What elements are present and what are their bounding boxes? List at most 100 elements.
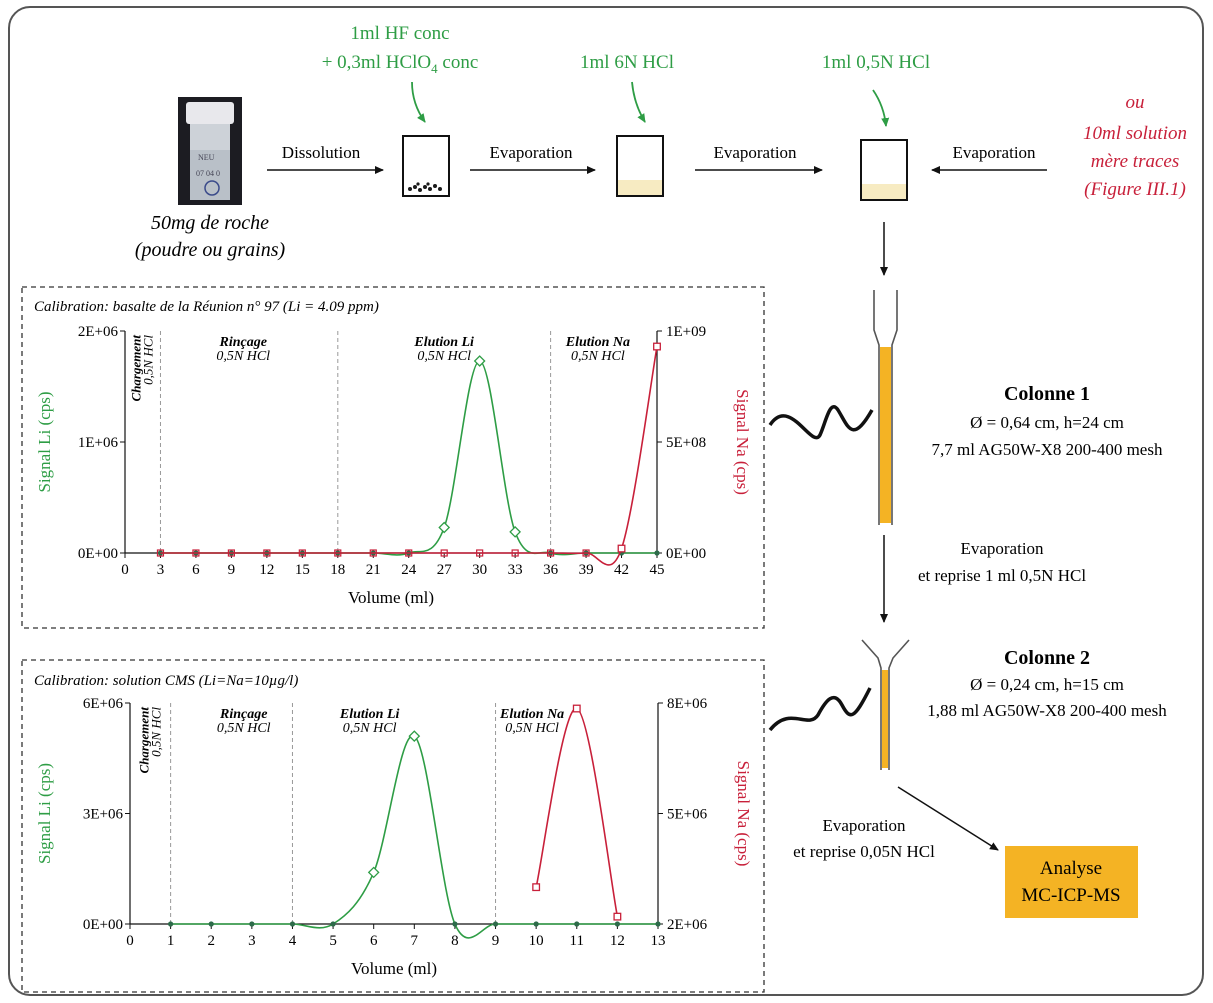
data-point [655, 921, 661, 927]
data-point [227, 549, 235, 557]
figure-frame [8, 6, 1204, 996]
arrow-to-analysis [897, 786, 999, 851]
chart2-panel [21, 659, 765, 993]
after-line1: Evaporation [822, 816, 906, 835]
svg-text:07 04 0: 07 04 0 [196, 169, 220, 178]
data-point [330, 921, 336, 927]
data-point [208, 921, 214, 927]
data-point [452, 921, 458, 927]
chart-title: Calibration: basalte de la Réunion n° 97… [34, 299, 379, 315]
alt-line3: mère traces [1091, 151, 1179, 172]
beaker-1 [402, 135, 450, 197]
x-tick-label: 12 [259, 562, 274, 578]
series-line [535, 707, 619, 917]
x-tick-label: 15 [295, 562, 310, 578]
reagent1-line2: + 0,3ml HClO4 conc [322, 52, 479, 76]
data-point [511, 549, 519, 557]
chart1: Calibration: basalte de la Réunion n° 97… [34, 299, 752, 607]
x-tick-label: 42 [614, 562, 629, 578]
region-sublabel: 0,5N HCl [217, 721, 271, 736]
y-tick-label: 3E+06 [83, 807, 124, 823]
reagent3: 1ml 0,5N HCl [822, 52, 930, 73]
after-line2: et reprise 0,05N HCl [793, 842, 935, 861]
region-label: Elution Li [413, 335, 474, 350]
region-label: Elution Na [565, 335, 630, 350]
chart1-panel [21, 286, 765, 629]
step-dissolution-label: Dissolution [282, 143, 361, 162]
region-sublabel: 0,5N HCl [216, 349, 270, 364]
col2-title: Colonne 2 [1004, 647, 1090, 669]
alt-line1: ou [1126, 92, 1145, 113]
step-evap2-label: Evaporation [713, 143, 797, 162]
data-point [298, 549, 306, 557]
col2-dim: Ø = 0,24 cm, h=15 cm [970, 675, 1124, 694]
region-label: Rinçage [219, 707, 267, 722]
reagent2: 1ml 6N HCl [580, 52, 674, 73]
alt-line2: 10ml solution [1083, 123, 1187, 144]
y-tick-label: 2E+06 [78, 324, 119, 340]
region-label: Elution Na [499, 707, 564, 722]
col1-resin: 7,7 ml AG50W-X8 200-400 mesh [932, 440, 1163, 459]
analysis-line2: MC-ICP-MS [1021, 885, 1120, 906]
series-line [160, 360, 657, 556]
x-tick-label: 10 [529, 933, 544, 949]
data-point [613, 912, 622, 921]
beaker-2 [616, 135, 664, 197]
x-tick-label: 2 [207, 933, 215, 949]
y2-tick-label: 2E+06 [667, 917, 708, 933]
data-point [157, 550, 164, 556]
x-tick-label: 18 [330, 562, 345, 578]
data-point [654, 550, 660, 556]
col1-title: Colonne 1 [1004, 383, 1090, 405]
data-point [192, 549, 200, 557]
column-1 [873, 290, 898, 525]
analysis-line1: Analyse [1040, 858, 1102, 879]
x-tick-label: 3 [157, 562, 165, 578]
x-tick-label: 1 [167, 933, 175, 949]
step-evap1-label: Evaporation [489, 143, 573, 162]
analysis-box [1005, 846, 1138, 918]
region-sublabel: 0,5N HCl [571, 349, 625, 364]
x-tick-label: 6 [192, 562, 200, 578]
x-tick-label: 7 [411, 933, 419, 949]
data-point [369, 549, 377, 557]
between-line2: et reprise 1 ml 0,5N HCl [918, 566, 1086, 585]
reagent2-arrow [631, 81, 646, 123]
region-label: Chargement [129, 335, 144, 402]
chart-title: Calibration: solution CMS (Li=Na=10µg/l) [34, 673, 298, 689]
y-tick-label: 0E+00 [78, 546, 118, 562]
x-tick-label: 6 [370, 933, 378, 949]
chart2: Calibration: solution CMS (Li=Na=10µg/l)… [34, 673, 753, 978]
data-point [408, 730, 421, 743]
series-line [170, 735, 658, 939]
x-tick-label: 5 [329, 933, 337, 949]
sample-caption-1: 50mg de roche [151, 212, 269, 234]
data-point [249, 921, 255, 927]
x-tick-label: 24 [401, 562, 417, 578]
data-point [572, 704, 581, 713]
data-point [582, 549, 590, 557]
x-tick-label: 9 [228, 562, 236, 578]
x-tick-label: 13 [651, 933, 666, 949]
data-point [614, 921, 620, 927]
region-sublabel: 0,5N HCl [417, 349, 471, 364]
x-axis-label: Volume (ml) [348, 588, 434, 607]
between-line1: Evaporation [960, 539, 1044, 558]
wavy-link-2 [768, 687, 872, 732]
x-tick-label: 11 [570, 933, 584, 949]
beaker-3 [860, 139, 908, 201]
data-point [492, 921, 499, 927]
data-point [438, 521, 451, 534]
data-point [476, 549, 484, 557]
reagent1-line1: 1ml HF conc [350, 23, 449, 44]
data-point [334, 549, 342, 557]
x-tick-label: 27 [437, 562, 453, 578]
y2-tick-label: 0E+00 [666, 546, 706, 562]
data-point [367, 866, 380, 879]
y2-axis-label: Signal Na (cps) [733, 389, 752, 495]
x-tick-label: 8 [451, 933, 459, 949]
x-tick-label: 39 [579, 562, 594, 578]
alt-line4: (Figure III.1) [1084, 179, 1186, 200]
sample-vial-image: NEU 07 04 0 [178, 97, 242, 205]
y-axis-label: Signal Li (cps) [35, 391, 54, 492]
